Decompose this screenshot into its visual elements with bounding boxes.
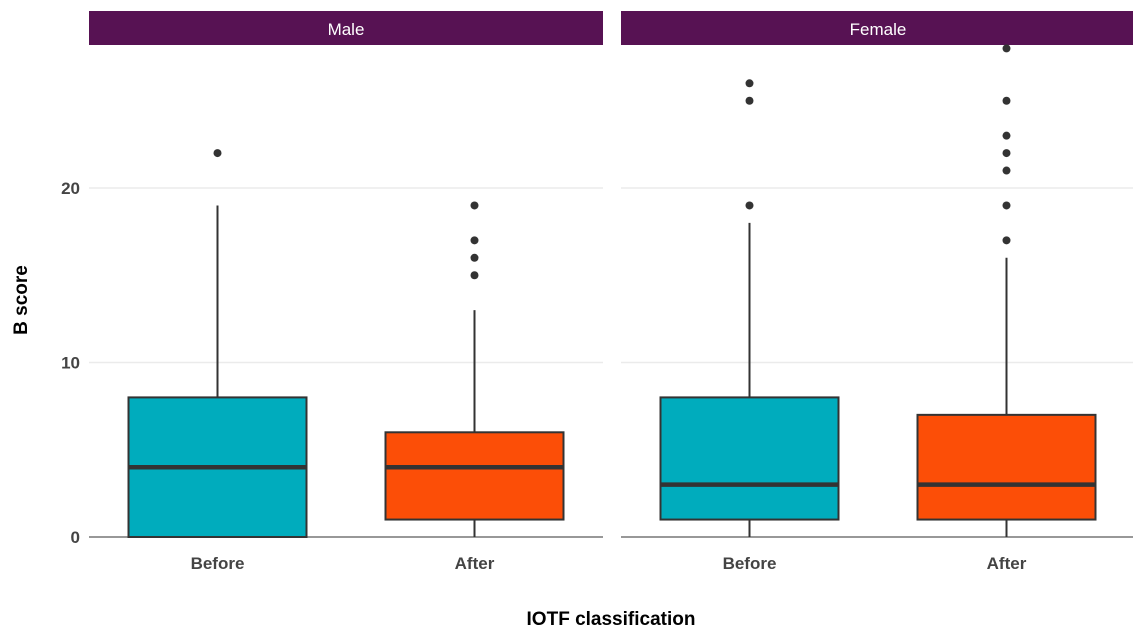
facet-strip — [89, 11, 603, 45]
outlier-point — [470, 201, 479, 210]
panels-layer: Male Before After Female Before After — [89, 11, 1133, 573]
box-female-after — [916, 44, 1097, 537]
box-iqr — [916, 413, 1097, 521]
x-axis-title: IOTF classification — [527, 609, 696, 630]
box-iqr — [659, 396, 840, 521]
outlier-point — [745, 79, 754, 88]
y-axis: 0 10 20 — [61, 179, 80, 547]
panel-male: Male Before After — [89, 11, 603, 573]
box-male-before — [127, 149, 308, 538]
box-male-after — [384, 201, 565, 537]
outlier-point — [745, 96, 754, 105]
outlier-point — [213, 149, 222, 158]
outlier-point — [1002, 201, 1011, 210]
outlier-point — [1002, 44, 1011, 53]
y-tick-label: 20 — [61, 179, 80, 198]
panel-female: Female Before After — [621, 11, 1133, 573]
outlier-point — [1002, 149, 1011, 158]
outlier-point — [470, 253, 479, 262]
outlier-point — [470, 236, 479, 245]
facet-strip-label: Male — [328, 20, 365, 39]
x-tick-label: After — [455, 554, 495, 573]
outlier-point — [1002, 96, 1011, 105]
facet-strip-label: Female — [850, 20, 907, 39]
facet-strip — [621, 11, 1133, 45]
box-female-before — [659, 79, 840, 537]
outlier-point — [470, 271, 479, 280]
x-tick-label: After — [987, 554, 1027, 573]
x-tick-label: Before — [191, 554, 245, 573]
outlier-point — [1002, 131, 1011, 140]
y-tick-label: 0 — [71, 528, 80, 547]
grid-layer — [89, 187, 1133, 364]
y-axis-title: B score — [11, 265, 32, 335]
box-iqr — [384, 431, 565, 521]
outlier-point — [1002, 166, 1011, 175]
x-tick-label: Before — [723, 554, 777, 573]
outlier-point — [745, 201, 754, 210]
y-tick-label: 10 — [61, 354, 80, 373]
outlier-point — [1002, 236, 1011, 245]
